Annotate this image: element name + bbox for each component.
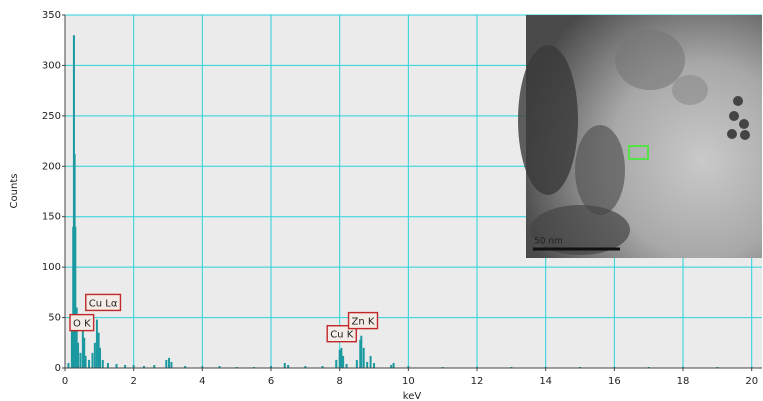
x-tick-label: 2 — [130, 376, 136, 387]
spectrum-bar — [682, 366, 685, 368]
annotation-label: Cu Lα — [89, 298, 118, 309]
spectrum-bar — [373, 362, 376, 368]
annotation-box — [326, 325, 357, 343]
y-tick-label: 300 — [42, 60, 61, 71]
spectrum-bar — [170, 361, 173, 368]
spectrum-bar — [476, 366, 479, 368]
spectrum-bar — [369, 355, 372, 368]
y-tick-label: 0 — [55, 363, 61, 374]
spectrum-bar — [342, 355, 345, 368]
annotation-box — [85, 293, 122, 312]
spectrum-bar — [283, 362, 286, 368]
x-tick-label: 12 — [471, 376, 484, 387]
y-axis-label: Counts — [9, 174, 20, 209]
x-tick-label: 6 — [268, 376, 274, 387]
spectrum-bar — [390, 364, 393, 368]
spectrum-bar — [235, 366, 238, 368]
spectrum-bar — [304, 365, 307, 368]
spectrum-bar — [366, 361, 369, 368]
spectrum-bar — [252, 366, 255, 368]
spectrum-bar — [184, 365, 187, 368]
spectrum-bar — [74, 226, 77, 368]
x-tick-label: 10 — [402, 376, 415, 387]
spectrum-bar — [124, 364, 127, 368]
x-tick-label: 0 — [62, 376, 68, 387]
spectrum-bar — [83, 337, 86, 368]
spectrum-bar — [97, 332, 100, 368]
spectrum-bar — [93, 342, 96, 368]
annotation-label: Zn K — [352, 317, 375, 328]
inset-image: 50 nm — [518, 15, 762, 258]
spectrum-bar — [115, 363, 118, 368]
y-tick-label: 50 — [48, 313, 61, 324]
spectrum-bar — [168, 357, 171, 368]
spectrum-bar — [218, 365, 221, 368]
spectrum-bar — [77, 342, 80, 368]
spectrum-bar — [95, 319, 98, 368]
x-axis-label: keV — [403, 391, 422, 401]
spectrum-bar — [345, 363, 348, 368]
x-tick-label: 8 — [336, 376, 342, 387]
spectrum-bar — [67, 362, 70, 368]
y-tick-label: 350 — [42, 10, 61, 21]
x-tick-label: 20 — [745, 376, 758, 387]
spectrum-bar — [132, 364, 135, 368]
spectrum-bar — [75, 307, 78, 368]
spectrum-bar — [355, 359, 358, 368]
annotation-label: Cu K — [330, 330, 353, 341]
spectrum-bar — [579, 366, 582, 368]
spectrum-bar — [360, 335, 363, 368]
spectrum-bar — [101, 359, 104, 368]
spectrum-bar — [392, 362, 395, 368]
annotation-box — [69, 313, 95, 332]
spectrum-bar — [270, 365, 273, 368]
spectrum-bar — [153, 364, 156, 368]
spectrum-bar — [91, 352, 94, 368]
x-tick-label: 14 — [539, 376, 552, 387]
y-tick-label: 250 — [42, 111, 61, 122]
spectrum-bar — [79, 352, 82, 368]
spectrum-bar — [510, 366, 513, 368]
spectrum-bar — [338, 349, 341, 368]
y-tick-label: 200 — [42, 161, 61, 172]
spectrum-bar — [70, 327, 73, 368]
y-tick-label: 150 — [42, 212, 61, 223]
annotation-label: O K — [73, 319, 91, 330]
spectrum-bar — [362, 347, 365, 368]
spectrum-bar — [544, 366, 547, 368]
spectrum-bar — [340, 347, 343, 368]
spectrum-bar — [84, 355, 87, 368]
spectrum-bar — [321, 365, 324, 368]
spectrum-bar — [88, 359, 91, 368]
y-tick-label: 100 — [42, 262, 61, 273]
spectrum-bar — [335, 359, 338, 368]
x-tick-label: 4 — [199, 376, 205, 387]
spectrum-bar — [647, 366, 650, 368]
spectrum-bar — [750, 366, 753, 368]
spectrum-bar — [99, 347, 102, 368]
spectrum-bar — [407, 365, 410, 368]
x-tick-label: 18 — [677, 376, 690, 387]
spectrum-bar — [142, 365, 145, 368]
spectrum-bar — [441, 366, 444, 368]
spectrum-bar — [716, 366, 719, 368]
spectrum-bar — [165, 359, 168, 368]
spectrum-bar — [359, 339, 362, 368]
annotation-box — [347, 311, 379, 330]
spectrum-bar — [613, 366, 616, 368]
x-tick-label: 16 — [608, 376, 621, 387]
spectrum-bar — [106, 362, 109, 368]
spectrum-bar — [287, 364, 290, 368]
scale-label: 50 nm — [534, 237, 563, 247]
spectrum-bar — [201, 365, 204, 368]
spectrum-bar — [81, 322, 84, 368]
